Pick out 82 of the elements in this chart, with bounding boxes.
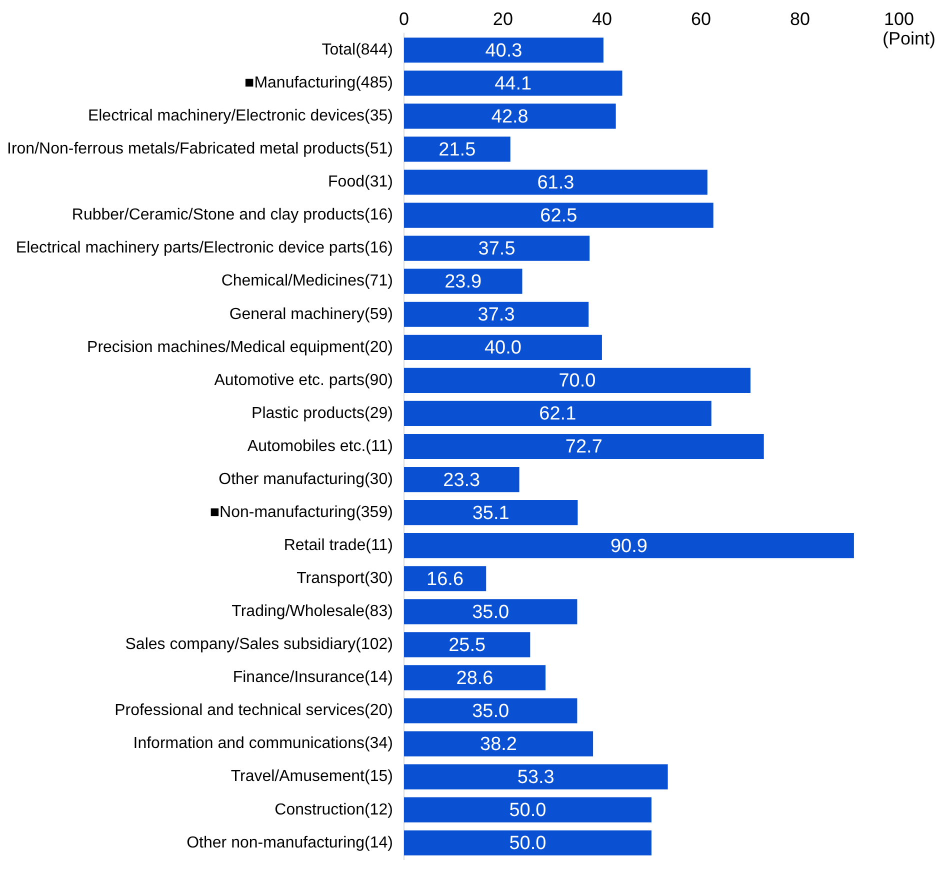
x-tick-label: 100 (884, 8, 914, 29)
data-label: 16.6 (426, 568, 464, 590)
bar (404, 70, 622, 96)
data-label: 37.5 (478, 238, 516, 260)
bar (404, 698, 578, 724)
data-label: 23.9 (444, 272, 482, 293)
data-label: 50.0 (509, 833, 546, 854)
y-tick-label: Precision machines/Medical equipment(20) (87, 338, 393, 356)
x-tick-label: 80 (790, 8, 810, 29)
y-tick-label: Plastic products(29) (252, 404, 393, 422)
y-tick-label: Chemical/Medicines(71) (221, 272, 393, 290)
data-label: 62.1 (539, 404, 576, 425)
y-tick-label: Automobiles etc.(11) (247, 438, 393, 455)
y-tick-label: Trading/Wholesale(83) (232, 603, 393, 620)
y-tick-label: ■Non-manufacturing(359) (210, 504, 393, 521)
bar (404, 38, 604, 63)
y-tick-label: Food(31) (328, 174, 393, 191)
y-tick-label: Iron/Non-ferrous metals/Fabricated metal products(51) (7, 140, 393, 158)
y-tick-label: Sales company/Sales subsidiary(102) (125, 636, 393, 654)
bar (404, 533, 854, 558)
bar (404, 599, 578, 624)
y-tick-label: Electrical machinery/Electronic devices(35) (88, 108, 393, 125)
y-tick-label: Construction(12) (274, 801, 393, 818)
data-label: 42.8 (491, 106, 528, 128)
y-tick-label: Travel/Amusement(15) (230, 768, 393, 786)
bar (404, 830, 652, 856)
bar (404, 236, 590, 261)
bar (404, 500, 578, 526)
x-tick-label: 40 (592, 8, 612, 29)
bar (404, 466, 520, 492)
data-label: 61.3 (537, 172, 574, 194)
x-axis-title: (Point) (882, 28, 936, 49)
data-label: 72.7 (565, 436, 602, 458)
bar (404, 731, 594, 756)
bar (404, 566, 486, 592)
data-label: 37.3 (478, 304, 515, 326)
data-label: 35.0 (472, 602, 510, 623)
bar (404, 797, 652, 822)
data-label: 62.5 (540, 206, 578, 227)
y-tick-label: Transport(30) (296, 570, 393, 588)
bar (404, 632, 530, 658)
data-label: 23.3 (443, 470, 480, 491)
x-tick-label: 0 (398, 8, 409, 29)
y-tick-label: Professional and technical services(20) (114, 702, 393, 720)
data-label: 21.5 (438, 139, 476, 160)
bar (404, 764, 668, 790)
y-tick-label: Other manufacturing(30) (218, 470, 393, 488)
x-tick-label: 20 (492, 8, 513, 29)
data-label: 35.0 (472, 700, 510, 722)
y-tick-label: Total(844) (322, 42, 393, 59)
data-label: 28.6 (456, 668, 494, 689)
bar (404, 170, 708, 195)
data-label: 38.2 (480, 734, 517, 756)
data-label: 40.0 (484, 338, 522, 359)
data-label: 90.9 (610, 536, 648, 557)
bar (404, 368, 750, 393)
bar (404, 400, 712, 426)
data-label: 53.3 (517, 767, 554, 788)
data-label: 50.0 (509, 800, 546, 822)
x-tick-label: 60 (690, 8, 711, 29)
bar (404, 104, 616, 129)
y-tick-label: Rubber/Ceramic/Stone and clay products(16) (72, 206, 393, 224)
data-label: 40.3 (485, 40, 522, 62)
bar (404, 136, 510, 162)
y-tick-label: Other non-manufacturing(14) (186, 834, 393, 852)
y-tick-label: General machinery(59) (229, 306, 393, 323)
y-tick-label: ■Manufacturing(485) (244, 74, 393, 92)
y-tick-label: Electrical machinery parts/Electronic device parts(16) (16, 240, 393, 257)
y-tick-label: Retail trade(11) (284, 537, 393, 554)
bar (404, 302, 589, 327)
data-label: 25.5 (448, 634, 486, 656)
data-label: 44.1 (494, 73, 532, 94)
bar (404, 202, 714, 228)
y-tick-label: Automotive etc. parts(90) (214, 372, 393, 389)
bar (404, 665, 546, 690)
y-tick-label: Information and communications(34) (133, 735, 393, 752)
y-tick-label: Finance/Insurance(14) (232, 669, 393, 686)
bar (404, 434, 764, 460)
data-label: 35.1 (472, 502, 510, 524)
data-label: 70.0 (558, 370, 596, 392)
bar (404, 268, 522, 294)
bar (404, 334, 602, 360)
